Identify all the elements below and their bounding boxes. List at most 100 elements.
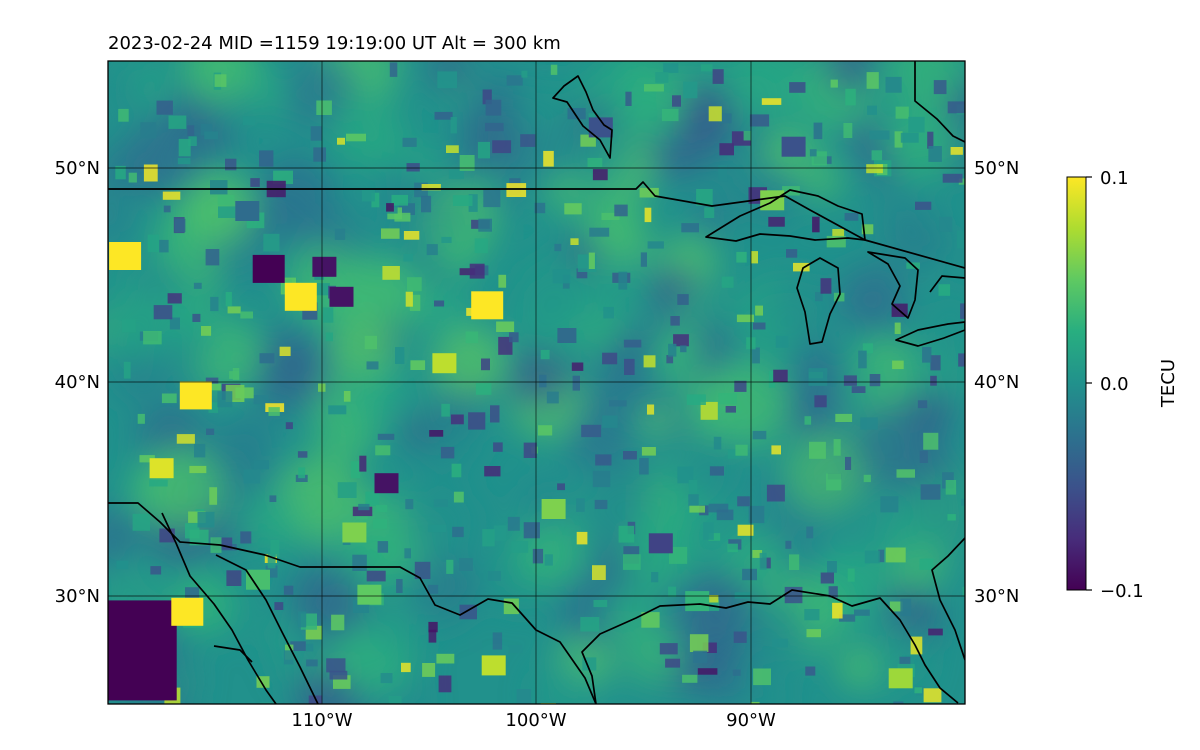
tec-cell — [957, 230, 964, 249]
tec-cell — [407, 277, 422, 292]
tec-cell — [477, 141, 490, 159]
tec-blob — [839, 265, 907, 333]
tec-feature — [648, 533, 673, 554]
tec-cell — [482, 89, 492, 105]
tec-cell — [388, 696, 402, 704]
tec-cell — [474, 238, 488, 254]
tec-cell — [550, 64, 558, 75]
tec-cell — [570, 238, 579, 245]
tec-cell — [915, 201, 932, 210]
tec-cell — [641, 612, 660, 628]
tec-cell — [259, 702, 277, 704]
tec-cell — [395, 347, 405, 364]
tec-cell — [532, 548, 544, 564]
baja-southern-coast — [213, 645, 253, 663]
tec-cell — [826, 473, 842, 491]
tec-cell — [805, 666, 816, 676]
tec-cell — [259, 150, 274, 167]
tec-cell — [189, 529, 209, 546]
tec-cell — [328, 405, 347, 415]
tec-cell — [446, 559, 454, 574]
tec-cell — [484, 466, 501, 477]
tec-cell — [450, 117, 457, 134]
colorbar-gradient — [1066, 176, 1087, 591]
tec-cell — [748, 505, 765, 524]
tec-cell — [273, 170, 293, 184]
tec-cell — [686, 394, 706, 405]
tec-cell — [771, 445, 781, 455]
tec-feature — [781, 136, 806, 157]
tec-cell — [352, 506, 373, 517]
tec-cell — [709, 466, 724, 476]
tec-cell — [421, 195, 432, 213]
tec-blob — [435, 325, 507, 398]
colorbar-label-zero: 0.0 — [1100, 374, 1129, 395]
tec-cell — [214, 74, 227, 87]
tec-feature — [541, 499, 566, 519]
tec-cell — [268, 407, 280, 416]
tec-blob — [682, 86, 729, 133]
tec-cell — [843, 123, 853, 138]
colorbar-title: TECU — [1158, 359, 1179, 408]
tec-cell — [844, 213, 859, 221]
tec-blob — [721, 61, 806, 122]
tec-cell — [295, 474, 308, 482]
tec-cell — [832, 602, 843, 619]
tec-cell — [702, 642, 717, 653]
tec-cell — [167, 293, 182, 304]
tec-cell — [945, 480, 957, 495]
tec-cell — [624, 358, 635, 375]
tec-blob — [584, 190, 646, 253]
tec-cell — [310, 126, 322, 141]
tec-cell — [759, 552, 767, 570]
tec-cell — [253, 395, 269, 405]
tec-cell — [362, 188, 375, 202]
tec-cell — [681, 223, 699, 233]
tec-cell — [576, 268, 588, 279]
tec-cell — [661, 108, 679, 122]
tec-cell — [516, 689, 532, 704]
tec-cell — [602, 415, 618, 428]
tec-cell — [960, 303, 965, 319]
tec-cell — [572, 375, 580, 391]
tec-cell — [806, 629, 821, 638]
tec-cell — [718, 113, 732, 124]
tec-cell — [592, 470, 611, 488]
tec-cell — [132, 513, 150, 531]
tec-cell — [962, 586, 965, 596]
tec-cell — [188, 136, 197, 146]
tec-cell — [625, 91, 632, 106]
tec-cell — [833, 439, 841, 456]
tec-cell — [895, 106, 909, 119]
tec-cell — [147, 234, 160, 253]
tec-cell — [703, 522, 714, 540]
lake-erie — [895, 321, 965, 347]
tec-cell — [789, 82, 806, 93]
tec-cell — [123, 361, 131, 379]
tec-cell — [394, 212, 411, 222]
tec-cell — [718, 165, 728, 182]
tec-cell — [693, 650, 708, 663]
tec-blob — [329, 315, 395, 381]
tec-cell — [689, 505, 705, 513]
tec-cell — [267, 553, 276, 569]
tec-cell — [218, 206, 236, 218]
tec-cell — [812, 216, 820, 233]
tec-cell — [523, 442, 537, 458]
tec-feature — [481, 655, 506, 676]
tec-cell — [847, 568, 855, 582]
tec-blob — [738, 598, 809, 669]
tec-cell — [377, 541, 389, 553]
tec-cell — [178, 138, 191, 157]
tec-cell — [137, 413, 145, 424]
tec-cell — [696, 189, 713, 206]
tec-cell — [521, 70, 528, 78]
tec-cell — [866, 72, 879, 89]
tec-cell — [538, 425, 553, 436]
tec-feature — [149, 458, 174, 479]
tec-cell — [768, 370, 776, 388]
tec-cell — [366, 361, 379, 370]
tec-cell — [465, 331, 479, 344]
tec-cell — [721, 276, 734, 288]
